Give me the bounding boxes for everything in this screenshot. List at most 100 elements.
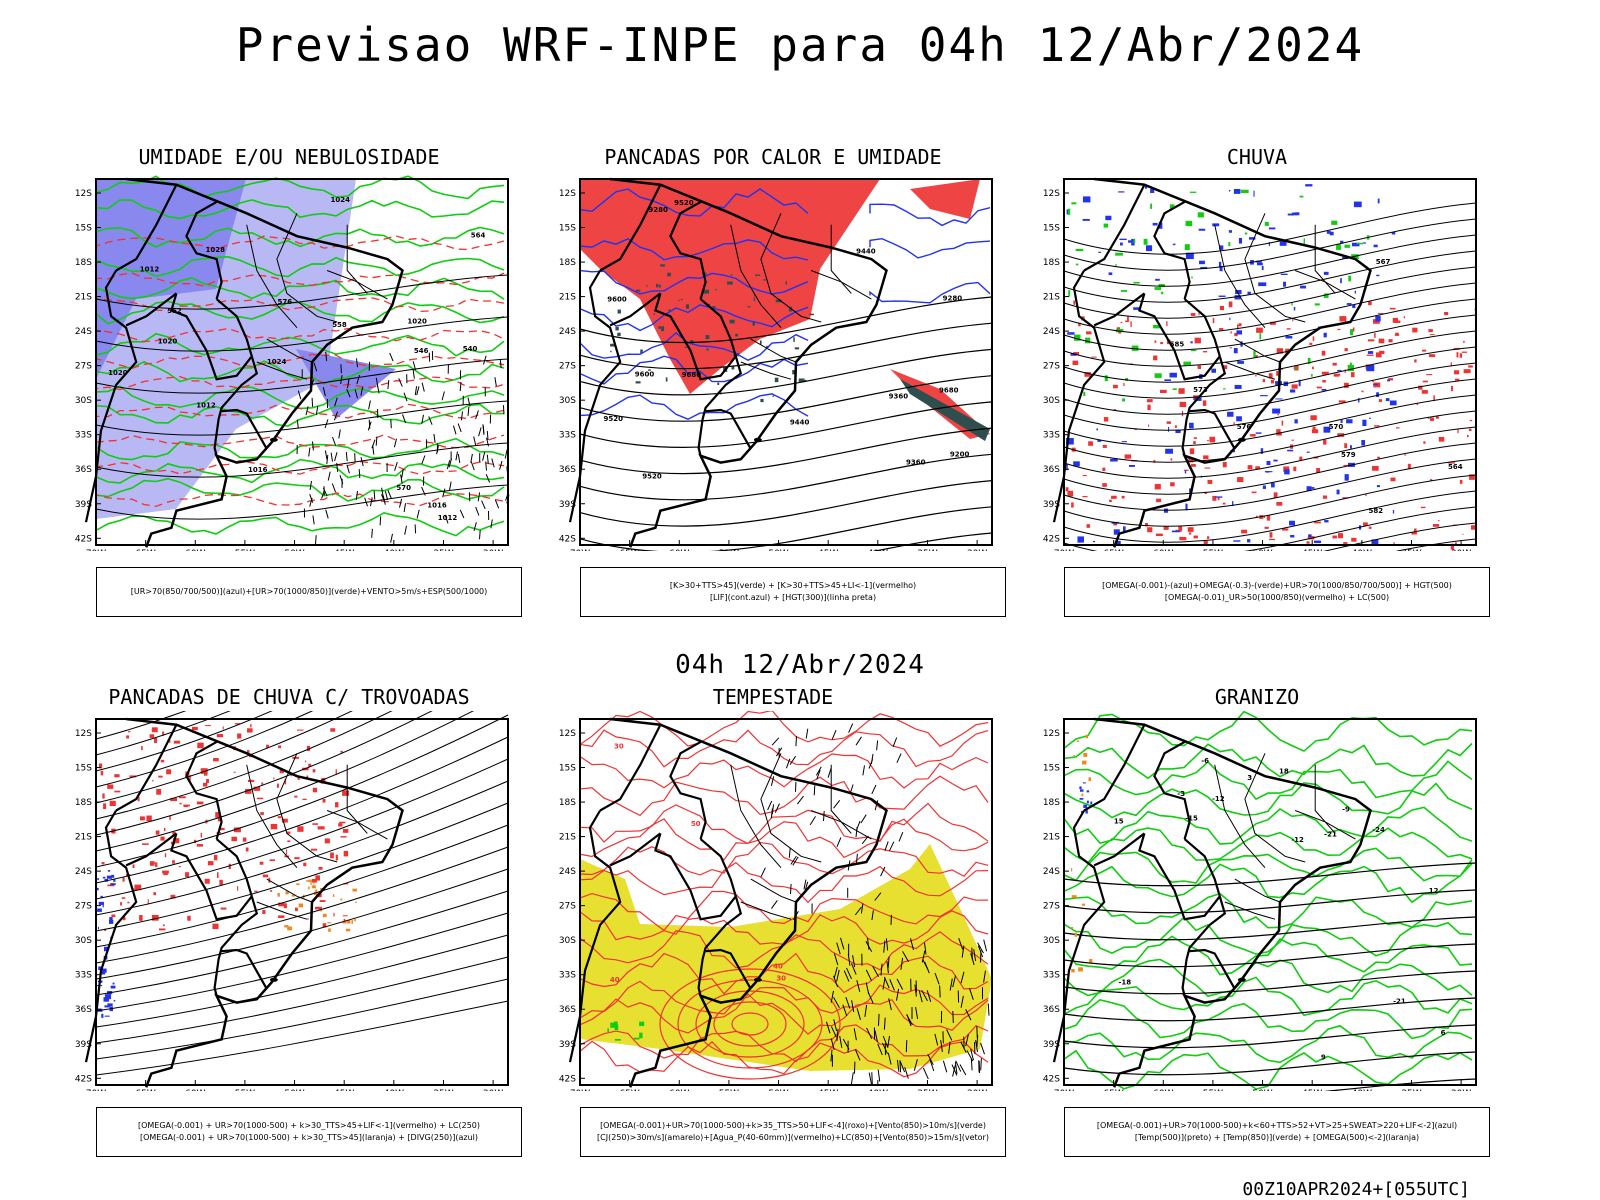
thickness-contour xyxy=(95,403,505,420)
omega-spot-orange xyxy=(1082,903,1086,906)
country-border xyxy=(1083,724,1146,812)
storm-spot xyxy=(330,852,334,859)
storm-spot xyxy=(330,728,336,732)
storm-spot xyxy=(286,849,288,855)
rain-spot-blue xyxy=(1323,426,1331,433)
omega-spot-orange xyxy=(1073,754,1075,757)
storm-spot xyxy=(312,769,316,773)
storm-spot xyxy=(162,870,169,874)
rain-spot xyxy=(1147,527,1153,533)
rain-spot-green xyxy=(1104,375,1108,382)
storm-spot xyxy=(242,837,247,842)
wind-vector xyxy=(883,940,886,953)
wind-vector xyxy=(826,1021,831,1034)
storm-spot xyxy=(204,878,210,884)
rain-spot xyxy=(1393,542,1395,544)
storm-spot xyxy=(156,788,162,795)
wind-vector xyxy=(934,1033,939,1046)
rain-spot xyxy=(1468,428,1472,432)
rain-spot xyxy=(1332,362,1337,366)
wind-vector xyxy=(965,1009,972,1021)
rain-spot xyxy=(1339,316,1347,322)
wind-vector xyxy=(876,740,879,751)
storm-spot xyxy=(244,789,252,794)
lon-tick-label: 55W xyxy=(1203,1089,1223,1091)
hail-spot-blue xyxy=(1085,810,1088,814)
instability-spot xyxy=(658,284,661,288)
rain-spot-green xyxy=(1253,351,1256,358)
country-border xyxy=(185,200,223,300)
rain-spot xyxy=(1361,390,1364,393)
storm-spot xyxy=(276,783,279,788)
storm-spot-orange xyxy=(285,891,289,895)
storm-spot xyxy=(253,786,261,791)
rain-spot-blue xyxy=(1340,419,1343,423)
wind-vector xyxy=(387,490,392,499)
storm-spot xyxy=(172,832,176,835)
wind-vector xyxy=(809,816,816,826)
contour-label: -24 xyxy=(1372,826,1385,834)
storm-spot xyxy=(302,798,307,801)
rain-spot-blue xyxy=(1218,261,1222,268)
rain-spot xyxy=(1437,520,1440,522)
rain-spot xyxy=(1236,324,1239,330)
storm-spot xyxy=(306,775,309,778)
wind-vector xyxy=(878,1013,880,1026)
storm-spot xyxy=(196,801,204,805)
wind-vector xyxy=(370,497,373,507)
rain-spot xyxy=(1311,429,1319,434)
contour-label: 9680 xyxy=(682,371,702,379)
instability-fill xyxy=(910,179,980,219)
rain-spot xyxy=(1166,321,1168,327)
state-border xyxy=(1214,224,1266,329)
streamline xyxy=(95,912,509,1012)
wind-vector xyxy=(948,1041,951,1054)
rain-spot-green xyxy=(1244,232,1248,235)
country-border xyxy=(215,838,253,897)
rain-spot xyxy=(1241,529,1248,534)
contour-label: 558 xyxy=(332,321,347,329)
wind-vector xyxy=(760,867,766,877)
rain-spot xyxy=(1268,373,1273,379)
lat-tick-label: 39S xyxy=(559,1040,576,1050)
lat-tick-label: 21S xyxy=(559,293,576,303)
divergence-spot xyxy=(113,878,116,882)
streamline xyxy=(95,846,509,964)
rain-spot-green xyxy=(1323,293,1329,298)
wind-vector xyxy=(767,800,773,811)
instability-spot xyxy=(648,369,651,371)
rain-spot-blue xyxy=(1077,536,1084,543)
humidity-contour xyxy=(95,403,504,427)
thickness-contour xyxy=(95,327,505,343)
panel-title: PANCADAS DE CHUVA C/ TROVOADAS xyxy=(108,685,470,709)
legend-line: [K>30+TTS>45](verde) + [K>30+TTS>45+LI<-… xyxy=(669,581,917,590)
state-border xyxy=(1294,270,1356,300)
storm-spot xyxy=(205,725,212,727)
instability-fill-green xyxy=(900,379,990,441)
divergence-spot xyxy=(107,1003,113,1007)
instability-spot xyxy=(685,304,689,309)
rain-spot-blue xyxy=(1392,510,1395,514)
contour-label: 1012 xyxy=(438,514,458,522)
rain-spot xyxy=(1212,495,1217,501)
wind-vector xyxy=(355,490,358,500)
wind-vector xyxy=(485,474,491,483)
rain-spot-blue xyxy=(1289,520,1295,526)
wind-vector xyxy=(887,1035,890,1048)
country-border xyxy=(170,293,253,381)
wind-vector xyxy=(312,441,314,451)
rain-spot xyxy=(1428,354,1436,357)
rain-spot xyxy=(1344,348,1348,352)
legend-line: [CJ(250)>30m/s](amarelo)+[Agua_P(40-60mm… xyxy=(597,1133,989,1142)
rain-spot xyxy=(1377,456,1380,459)
wind-vector xyxy=(854,1049,861,1061)
rain-spot-green xyxy=(1115,329,1124,333)
streamline xyxy=(95,711,273,772)
instability-spot xyxy=(754,274,761,276)
wind-vector xyxy=(860,903,864,914)
rain-spot-blue xyxy=(1275,398,1283,400)
storm-spot xyxy=(260,812,264,815)
state-border xyxy=(246,764,298,869)
rain-spot-blue xyxy=(1336,489,1340,495)
rain-spot xyxy=(1198,311,1200,316)
